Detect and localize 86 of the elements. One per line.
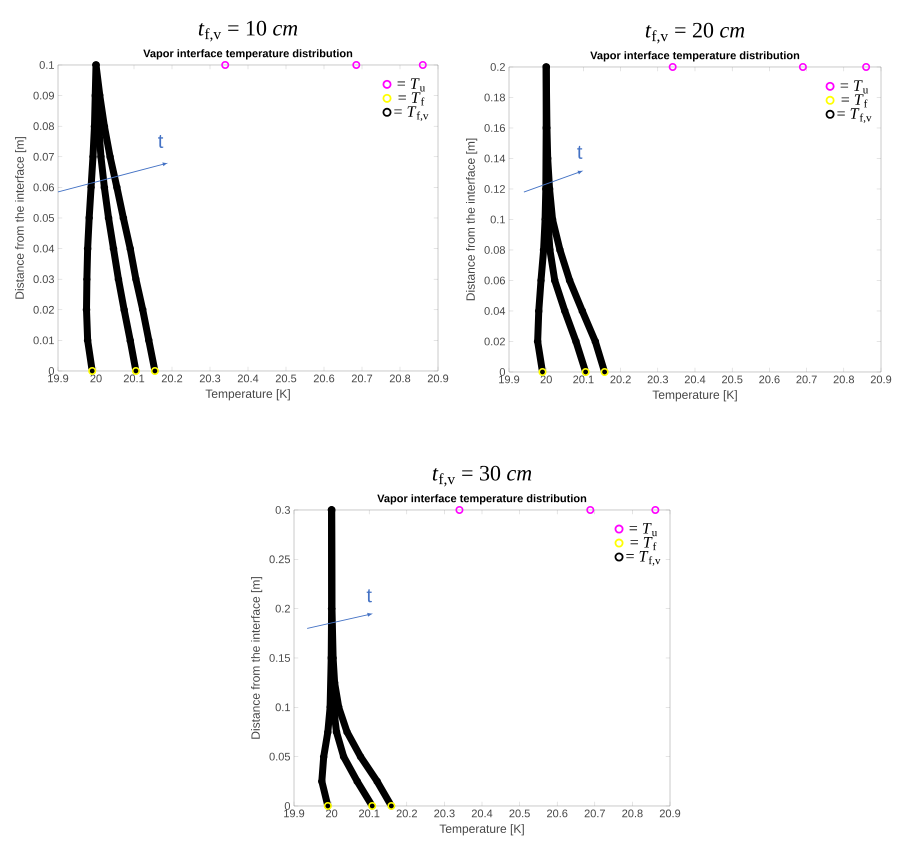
annotation: t [158,134,164,148]
y-tick-label: 0.08 [33,122,54,130]
x-tick-label: 20.6 [314,374,334,382]
legend-label: = T$_{u}$ [630,523,658,536]
y-tick-label: 0 [284,802,290,810]
x-tick-label: 20.2 [610,376,631,384]
chart-subtitle: Vapor interface temperature distribution [377,494,586,504]
legend-label: = T$_{f}$ [630,537,656,550]
y-tick-label: 0.04 [484,307,506,315]
x-tick-label: 20.8 [834,376,854,384]
y-tick-label: 0.2 [490,63,505,71]
x-tick-label: 20.7 [796,376,817,384]
y-tick-label: 0.04 [33,244,54,252]
x-tick-label: 20.8 [622,810,643,818]
x-axis-title: Temperature [K] [652,390,737,402]
x-tick-label: 20 [90,374,102,382]
x-tick-label: 20 [540,376,552,384]
y-tick-label: 0.16 [484,124,505,132]
x-tick-label: 20.7 [352,374,372,382]
y-axis-title: Distance from the interface [m] [251,577,262,739]
x-tick-label: 19.9 [284,810,304,818]
x-tick-label: 20.3 [200,374,220,382]
x-axis-title: Temperature [K] [440,824,524,836]
y-tick-label: 0.05 [33,214,54,222]
x-tick-label: 19.9 [499,376,520,384]
y-tick-label: 0.2 [276,604,290,613]
x-tick-label: 20.7 [584,810,605,818]
x-tick-label: 20.3 [434,810,455,818]
x-tick-label: 20.9 [428,374,448,382]
legend-label: = T$_{f,v}$ [626,551,661,566]
x-tick-label: 20.1 [124,374,144,382]
y-tick-label: 0.01 [33,336,54,344]
legend-label: = T$_{f}$ [842,94,868,108]
x-tick-label: 20.6 [759,376,780,384]
y-tick-label: 0.06 [33,184,54,192]
y-tick-label: 0.06 [484,276,505,284]
chart-subtitle: Vapor interface temperature distribution [590,51,800,62]
y-tick-label: 0.02 [484,338,505,346]
annotation: t [366,589,372,602]
annotation: t [577,146,582,159]
legend-label: = T$_{f,v}$ [837,108,872,124]
x-tick-label: 20.1 [573,376,594,384]
y-tick-label: 0.25 [269,555,290,564]
y-tick-label: 0.18 [484,94,505,102]
x-tick-label: 19.9 [48,374,68,382]
x-tick-label: 20.4 [472,810,492,818]
chart-subtitle: Vapor interface temperature distribution [143,49,352,60]
x-tick-label: 20.4 [684,376,706,384]
x-tick-label: 20.9 [870,376,892,384]
chart-title: t$_{f,v}$ = 30 cm [432,466,532,486]
y-tick-label: 0.03 [33,275,54,284]
x-axis-title: Temperature [K] [206,389,290,400]
chart-title: t$_{f,v}$ = 10 cm [198,20,298,42]
legend-label: = T$_{f,v}$ [394,106,428,122]
x-tick-label: 20 [326,810,338,818]
y-axis-title: Distance from the interface [m] [15,137,26,299]
y-tick-label: 0.07 [33,152,54,161]
y-tick-label: 0.14 [484,154,506,162]
x-tick-label: 20.3 [648,376,668,384]
y-tick-label: 0 [48,367,54,375]
x-tick-label: 20.2 [396,810,417,818]
x-tick-label: 20.2 [162,374,182,382]
y-tick-label: 0.1 [276,703,290,712]
y-tick-label: 0.1 [490,216,505,224]
y-tick-label: 0.15 [269,654,290,662]
y-tick-label: 0 [500,368,506,376]
x-tick-label: 20.5 [276,374,296,382]
y-tick-label: 0.02 [33,306,54,314]
x-tick-label: 20.6 [547,810,568,818]
legend-label: = T$_{f}$ [398,92,424,106]
chart-title: t$_{f,v}$ = 20 cm [646,22,744,44]
y-tick-label: 0.05 [269,752,290,761]
y-tick-label: 0.09 [33,92,54,100]
x-tick-label: 20.1 [359,810,380,818]
y-axis-title: Distance from the interface [m] [466,138,478,300]
x-tick-label: 20.8 [390,374,410,382]
x-tick-label: 20.5 [722,376,742,384]
y-tick-label: 0.12 [484,185,505,193]
x-tick-label: 20.9 [660,810,680,818]
legend-label: = T$_{u}$ [398,78,426,92]
y-tick-label: 0.1 [40,61,54,69]
x-tick-label: 20.5 [509,810,530,818]
y-tick-label: 0.08 [484,246,505,254]
y-tick-label: 0.3 [276,506,290,514]
legend-label: = T$_{u}$ [840,80,868,94]
x-tick-label: 20.4 [238,374,258,382]
